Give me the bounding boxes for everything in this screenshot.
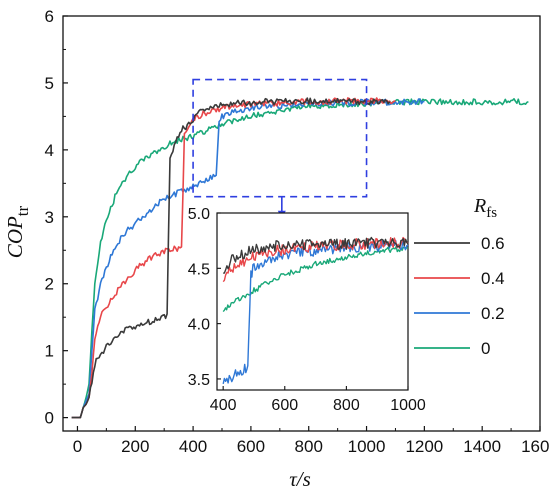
y-axis-title-main: COP xyxy=(3,216,27,258)
main-series-line-0-6 xyxy=(71,97,391,419)
main-y-tick-label: 5 xyxy=(45,74,54,93)
main-y-tick-label: 1 xyxy=(45,342,54,361)
x-axis-title: τ/s xyxy=(289,467,311,491)
inset-y-tick-label: 4.0 xyxy=(188,317,210,334)
inset-series-line-0-4 xyxy=(222,236,409,283)
zoom-region-box xyxy=(192,78,368,198)
inset-x-tick-label: 1000 xyxy=(390,397,426,414)
main-x-tick-label: 600 xyxy=(237,437,265,456)
main-y-axis-ticks: 0 1 2 3 4 5 6 xyxy=(45,7,68,428)
inset-x-axis-ticks: 400 600 800 1000 xyxy=(210,386,426,414)
legend-label-0-4: 0.4 xyxy=(481,269,505,288)
main-y-tick-label: 3 xyxy=(45,208,54,227)
inset-x-tick-label: 600 xyxy=(271,397,298,414)
main-x-tick-label: 1200 xyxy=(405,437,443,456)
inset-y-tick-label: 5.0 xyxy=(188,206,210,223)
inset-y-tick-label: 3.5 xyxy=(188,372,210,389)
main-plot-frame xyxy=(62,15,541,432)
main-y-tick-label: 6 xyxy=(45,7,54,26)
inset-x-tick-label: 800 xyxy=(333,397,360,414)
main-x-tick-label: 800 xyxy=(295,437,323,456)
inset-series-line-0-6 xyxy=(223,236,409,274)
main-x-tick-label: 200 xyxy=(121,437,149,456)
main-x-tick-label: 400 xyxy=(179,437,207,456)
main-y-tick-label: 4 xyxy=(45,141,54,160)
legend-items: 0.6 0.4 0.2 0 xyxy=(414,234,505,358)
inset-plot-frame xyxy=(216,212,409,391)
y-axis-title: COPtr xyxy=(3,205,32,258)
main-x-tick-label: 0 xyxy=(73,437,82,456)
legend: Rfs 0.6 0.4 0.2 0 xyxy=(414,195,505,358)
inset-x-tick-label: 400 xyxy=(210,397,237,414)
legend-label-0: 0 xyxy=(481,339,490,358)
legend-title-sub: fs xyxy=(486,205,497,221)
main-x-tick-label: 1400 xyxy=(463,437,501,456)
legend-label-0-6: 0.6 xyxy=(481,234,505,253)
legend-title-main: R xyxy=(473,195,486,217)
legend-label-0-2: 0.2 xyxy=(481,304,505,323)
y-axis-title-sub: tr xyxy=(13,205,32,216)
main-x-tick-label: 1000 xyxy=(348,437,386,456)
main-series-lines xyxy=(71,97,529,419)
legend-title: Rfs xyxy=(473,195,497,221)
inset-y-tick-label: 4.5 xyxy=(188,261,210,278)
inset-y-axis-ticks: 3.5 4.0 4.5 5.0 xyxy=(188,206,221,389)
inset-series-lines xyxy=(222,236,409,385)
main-y-tick-label: 2 xyxy=(45,275,54,294)
inset-plot: 400 600 800 1000 3.5 4.0 4.5 5.0 xyxy=(188,206,426,414)
main-series-line-0 xyxy=(71,98,529,419)
main-y-tick-label: 0 xyxy=(45,409,54,428)
inset-plot-background xyxy=(217,213,408,390)
